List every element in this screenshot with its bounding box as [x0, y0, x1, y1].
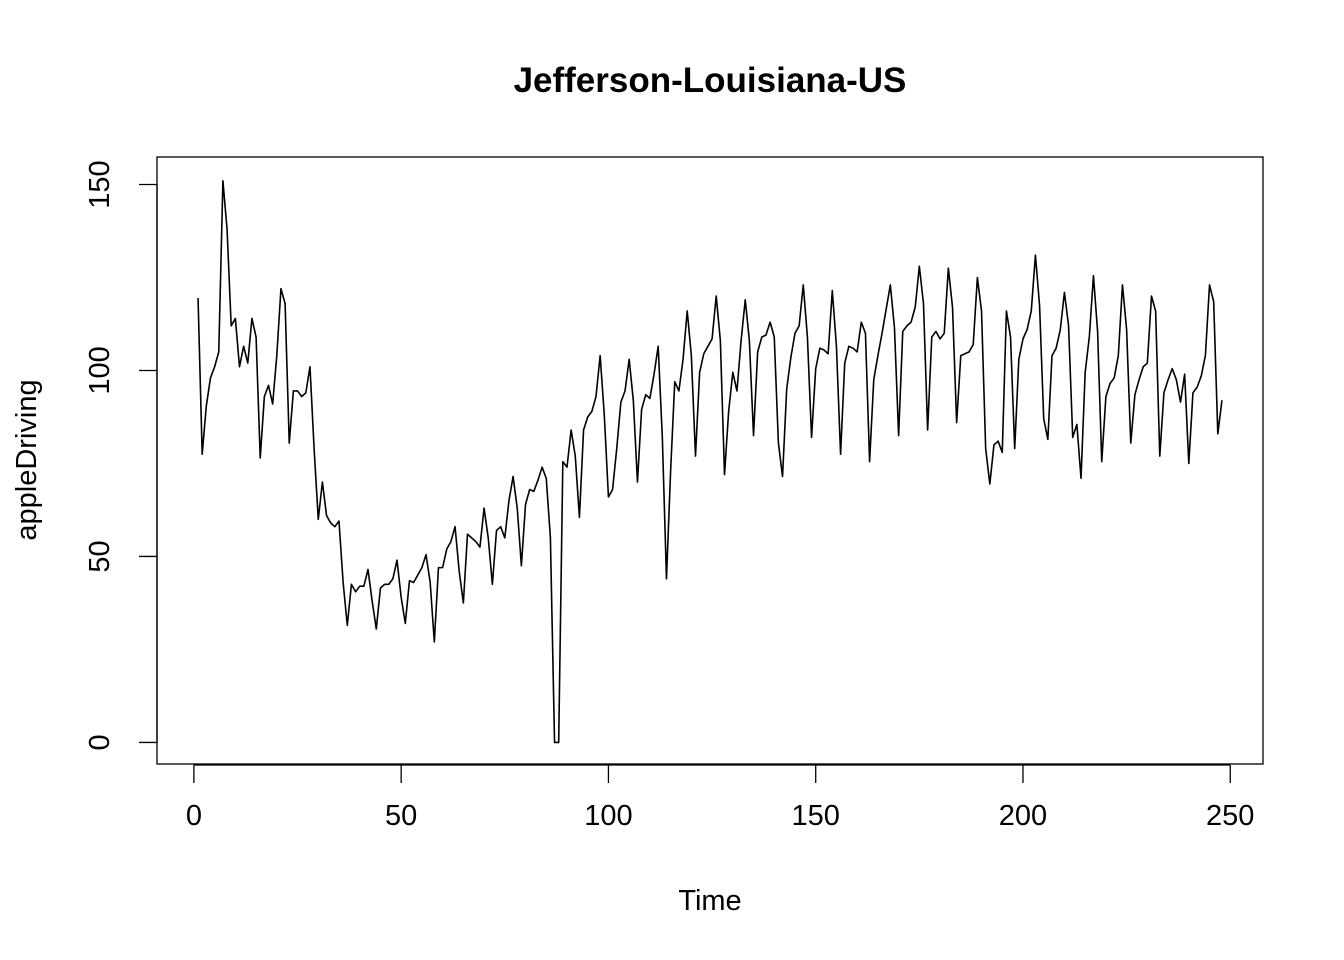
- x-axis-label: Time: [678, 885, 741, 917]
- y-axis: 0 50 100 150: [84, 160, 158, 750]
- y-tick-label: 100: [84, 346, 116, 394]
- y-tick-label: 0: [84, 734, 116, 750]
- x-tick-label: 0: [186, 800, 202, 832]
- x-tick-label: 250: [1206, 800, 1254, 832]
- x-tick-label: 200: [999, 800, 1047, 832]
- y-tick-label: 50: [84, 540, 116, 572]
- x-tick-label: 50: [385, 800, 417, 832]
- y-axis-label: appleDriving: [11, 379, 43, 540]
- x-tick-label: 100: [584, 800, 632, 832]
- plot-frame: [156, 156, 1264, 765]
- chart-title: Jefferson-Louisiana-US: [514, 61, 907, 100]
- x-axis: 0 50 100 150 200 250: [186, 764, 1254, 832]
- y-tick-label: 150: [84, 160, 116, 208]
- x-tick-label: 150: [792, 800, 840, 832]
- series-line: [197, 180, 1223, 744]
